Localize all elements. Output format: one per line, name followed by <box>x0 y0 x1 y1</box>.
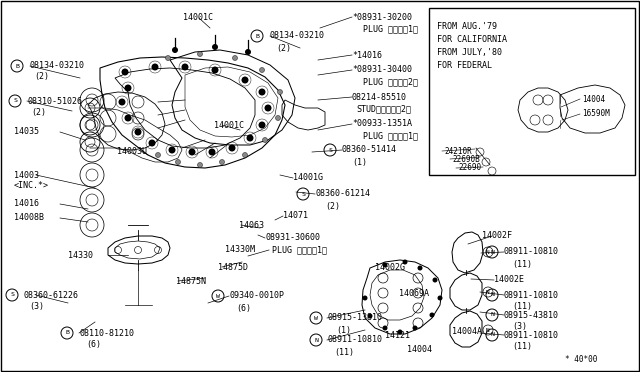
Text: *14016: *14016 <box>352 51 382 60</box>
Circle shape <box>125 84 131 92</box>
Text: PLUG プラグ（2）: PLUG プラグ（2） <box>363 77 418 87</box>
Circle shape <box>125 115 131 122</box>
Text: N: N <box>490 250 494 254</box>
Text: 08310-51026: 08310-51026 <box>27 96 82 106</box>
Circle shape <box>148 140 156 147</box>
Text: 14016: 14016 <box>14 199 39 208</box>
Text: 16590M: 16590M <box>582 109 610 119</box>
Text: (11): (11) <box>512 260 532 269</box>
Text: 22690B: 22690B <box>452 154 480 164</box>
Text: FROM AUG.'79: FROM AUG.'79 <box>437 22 497 31</box>
Text: W: W <box>216 294 220 298</box>
Circle shape <box>259 67 264 73</box>
Text: *08931-30400: *08931-30400 <box>352 65 412 74</box>
Text: 14002G: 14002G <box>375 263 405 273</box>
Text: (1): (1) <box>352 157 367 167</box>
Text: N: N <box>486 289 490 295</box>
Text: 14002F: 14002F <box>482 231 512 241</box>
Circle shape <box>156 153 161 157</box>
Circle shape <box>241 77 248 83</box>
Text: *00933-1351A: *00933-1351A <box>352 119 412 128</box>
Text: 08214-85510: 08214-85510 <box>352 93 407 102</box>
Circle shape <box>152 64 159 71</box>
Circle shape <box>228 144 236 151</box>
Circle shape <box>367 314 372 318</box>
Text: 14001C: 14001C <box>183 13 213 22</box>
Text: N: N <box>490 333 494 337</box>
Text: STUDスタッド（2）: STUDスタッド（2） <box>356 105 411 113</box>
Circle shape <box>211 67 218 74</box>
Text: 08911-10810: 08911-10810 <box>504 247 559 257</box>
Text: 22690: 22690 <box>458 164 481 173</box>
Circle shape <box>172 47 178 53</box>
Text: 14071: 14071 <box>283 212 308 221</box>
Text: (2): (2) <box>276 44 291 52</box>
Text: * 40*00: * 40*00 <box>564 356 597 365</box>
Text: B: B <box>65 330 69 336</box>
Circle shape <box>383 263 387 267</box>
Text: (11): (11) <box>334 347 354 356</box>
Text: FROM JULY,'80: FROM JULY,'80 <box>437 48 502 57</box>
Circle shape <box>397 330 403 334</box>
Text: PLUG プラグ（1）: PLUG プラグ（1） <box>272 246 327 254</box>
Text: 08360-61214: 08360-61214 <box>315 189 370 199</box>
Circle shape <box>278 90 282 94</box>
Text: 14004: 14004 <box>407 344 432 353</box>
Circle shape <box>118 99 125 106</box>
Circle shape <box>403 260 408 264</box>
Text: 08931-30600: 08931-30600 <box>265 234 320 243</box>
Circle shape <box>134 128 141 135</box>
Text: FOR CALIFORNIA: FOR CALIFORNIA <box>437 35 507 44</box>
Text: S: S <box>10 292 14 298</box>
Text: N: N <box>314 337 318 343</box>
Text: (6): (6) <box>86 340 101 350</box>
Text: W: W <box>314 315 318 321</box>
Text: 14063: 14063 <box>239 221 264 230</box>
Text: PLUG プラグ（1）: PLUG プラグ（1） <box>363 25 418 33</box>
Text: 14330: 14330 <box>68 250 93 260</box>
Text: 08915-43810: 08915-43810 <box>504 311 559 320</box>
Text: 08360-51414: 08360-51414 <box>342 145 397 154</box>
Text: 14001C: 14001C <box>214 121 244 129</box>
Circle shape <box>413 326 417 330</box>
Circle shape <box>243 153 248 157</box>
Text: N: N <box>486 327 490 333</box>
Text: S: S <box>13 99 17 103</box>
Circle shape <box>275 115 280 121</box>
Circle shape <box>417 266 422 270</box>
Text: 14875N: 14875N <box>176 276 206 285</box>
Circle shape <box>438 295 442 301</box>
Text: 14003U: 14003U <box>117 147 147 155</box>
Circle shape <box>262 138 268 142</box>
Text: PLUG プラグ（1）: PLUG プラグ（1） <box>363 131 418 141</box>
Text: 24210R: 24210R <box>444 147 472 155</box>
Circle shape <box>212 44 218 50</box>
Circle shape <box>429 312 435 317</box>
Text: *08931-30200: *08931-30200 <box>352 13 412 22</box>
Circle shape <box>232 55 237 61</box>
Text: 08911-10810: 08911-10810 <box>504 330 559 340</box>
Circle shape <box>166 55 170 61</box>
Text: (2): (2) <box>34 73 49 81</box>
Text: (6): (6) <box>236 304 251 312</box>
Circle shape <box>245 49 251 55</box>
Circle shape <box>362 295 367 301</box>
Text: 08134-03210: 08134-03210 <box>30 61 85 71</box>
Text: 14069A: 14069A <box>399 289 429 298</box>
Text: 14004: 14004 <box>582 94 605 103</box>
Text: 14875D: 14875D <box>218 263 248 272</box>
Text: 08911-10810: 08911-10810 <box>504 291 559 299</box>
Text: 14004A: 14004A <box>452 327 482 337</box>
Text: (11): (11) <box>512 343 532 352</box>
Text: 14330M: 14330M <box>225 246 255 254</box>
Text: S: S <box>301 192 305 196</box>
Circle shape <box>175 160 180 164</box>
Circle shape <box>259 89 266 96</box>
Text: 14002E: 14002E <box>494 276 524 285</box>
Circle shape <box>198 163 202 167</box>
Text: 14035: 14035 <box>14 128 39 137</box>
Text: 14008B: 14008B <box>14 214 44 222</box>
Text: B: B <box>255 33 259 38</box>
Circle shape <box>220 160 225 164</box>
